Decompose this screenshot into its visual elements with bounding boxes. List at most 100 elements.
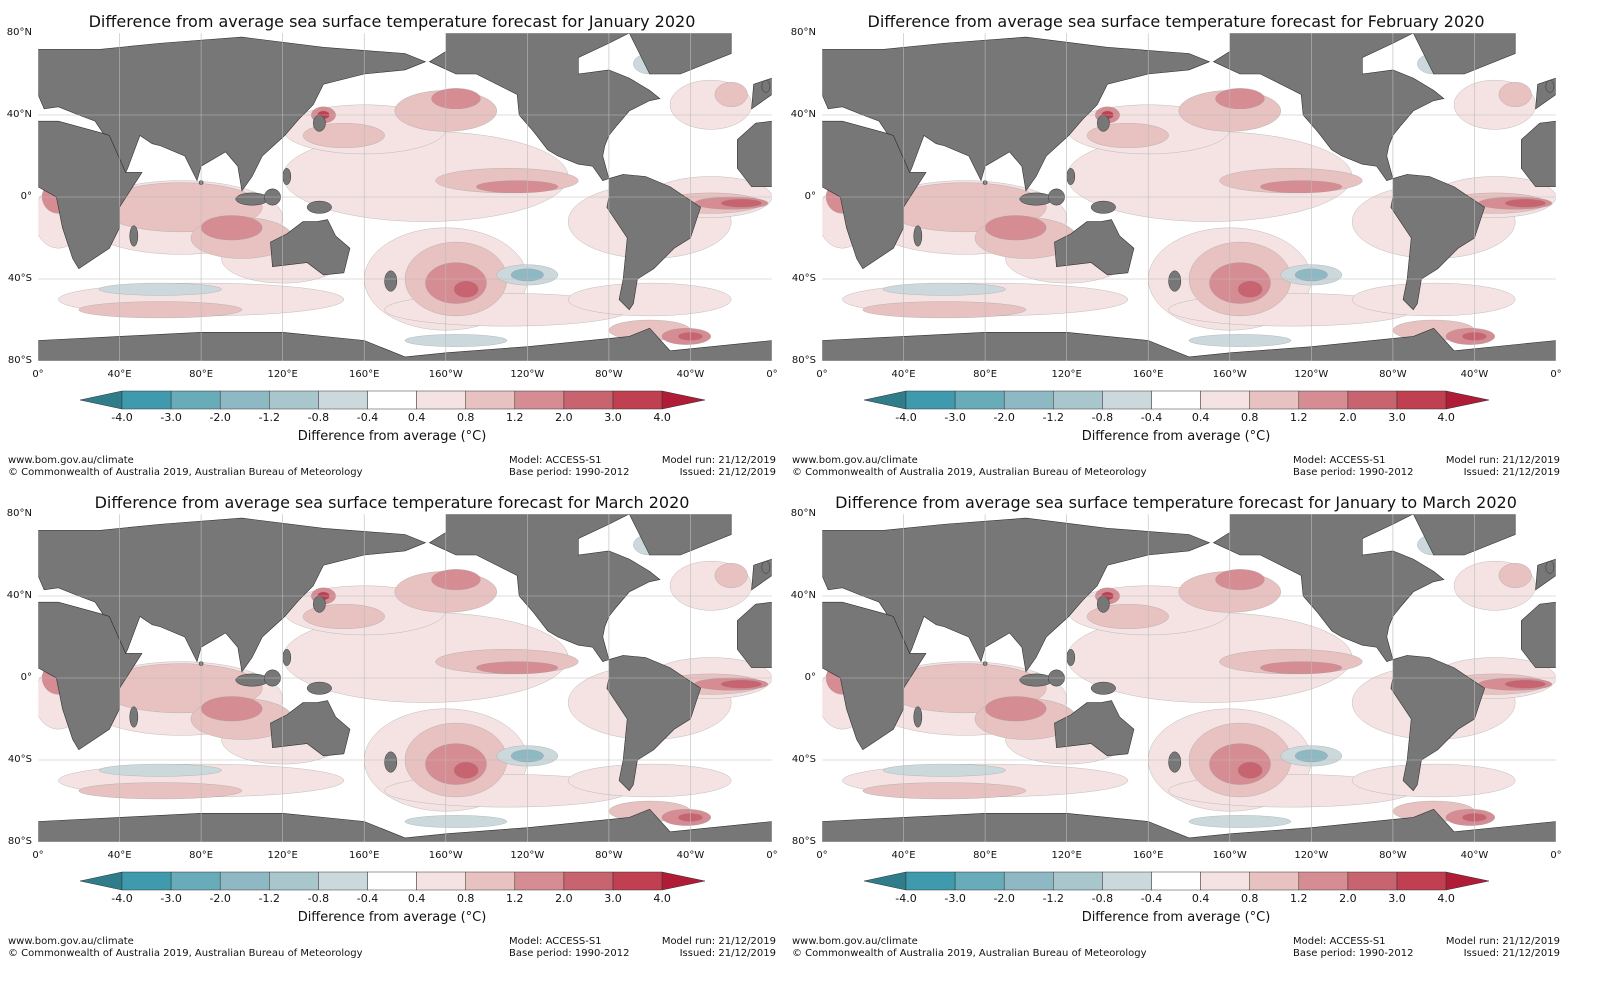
footer-model: Model: ACCESS-S1 — [509, 455, 602, 466]
lon-tick-label: 0° — [1550, 369, 1562, 380]
colorbar-swatch — [905, 871, 956, 891]
anomaly-contour — [1209, 743, 1271, 785]
anomaly-contour — [720, 198, 762, 208]
footer-url: www.bom.gov.au/climate — [792, 455, 918, 466]
island — [1097, 114, 1110, 132]
lon-tick-label: 160°W — [1212, 850, 1247, 861]
anomaly-contour — [453, 761, 479, 779]
colorbar-swatch — [954, 871, 1005, 891]
land-mass — [1054, 219, 1135, 276]
lon-tick-label: 40°E — [891, 850, 916, 861]
colorbar-tick-label: 0.8 — [456, 411, 475, 424]
colorbar-tick-label: 1.2 — [506, 892, 524, 905]
island — [1019, 673, 1053, 687]
island — [1168, 270, 1182, 292]
lat-tick-label: 0° — [20, 191, 32, 202]
footer-url: www.bom.gov.au/climate — [792, 936, 918, 947]
anomaly-contour — [714, 82, 748, 107]
lon-tick-label: 40°W — [1460, 850, 1489, 861]
colorbar-swatch — [269, 871, 319, 891]
island — [282, 168, 292, 185]
colorbar-tick-label: 0.4 — [1191, 892, 1210, 905]
footer-copyright: © Commonwealth of Australia 2019, Austra… — [792, 948, 1147, 959]
land-mass — [270, 700, 351, 757]
colorbar-tick-label: -0.4 — [356, 411, 379, 424]
colorbar-label: Difference from average (°C) — [297, 910, 487, 925]
island — [1545, 560, 1555, 574]
colorbar-swatch — [514, 871, 565, 891]
colorbar-swatch — [1003, 390, 1054, 410]
panel-title: Difference from average sea surface temp… — [88, 12, 696, 31]
colorbar-tick-label: -0.8 — [307, 411, 330, 424]
anomaly-contour — [78, 782, 243, 800]
colorbar-swatch — [1151, 390, 1201, 410]
colorbar-swatch — [1347, 390, 1398, 410]
lat-tick-label: 80°N — [790, 27, 816, 38]
anomaly-contour — [425, 262, 487, 304]
colorbar-tick-label: 0.4 — [407, 411, 426, 424]
colorbar-swatch — [219, 871, 270, 891]
colorbar-tick-label: -0.4 — [356, 892, 379, 905]
anomaly-contour — [1215, 88, 1265, 109]
anomaly-contour — [99, 763, 222, 777]
colorbar-tick-label: -1.2 — [1042, 892, 1065, 905]
colorbar-tick-label: -0.4 — [1140, 411, 1163, 424]
lat-tick-label: 80°S — [791, 836, 816, 847]
colorbar-tick-label: -1.2 — [258, 892, 281, 905]
island — [1168, 751, 1182, 773]
anomaly-contour — [1260, 180, 1343, 194]
footer-copyright: © Commonwealth of Australia 2019, Austra… — [8, 948, 363, 959]
colorbar-swatch — [954, 390, 1005, 410]
colorbar-swatch — [1003, 871, 1054, 891]
island — [384, 751, 398, 773]
anomaly-contour — [1215, 569, 1265, 590]
lon-tick-label: 160°W — [428, 850, 463, 861]
colorbar-under-arrow — [863, 390, 907, 410]
anomaly-contour — [1188, 334, 1292, 347]
colorbar-swatch — [219, 390, 270, 410]
colorbar-swatch — [905, 390, 956, 410]
colorbar-under-arrow — [79, 871, 123, 891]
lon-tick-label: 0° — [816, 850, 828, 861]
colorbar-swatch — [465, 390, 516, 410]
anomaly-contour — [453, 280, 479, 298]
panel-title: Difference from average sea surface temp… — [867, 12, 1485, 31]
footer-url: www.bom.gov.au/climate — [8, 455, 134, 466]
island — [1090, 681, 1116, 695]
colorbar-tick-label: 2.0 — [555, 892, 573, 905]
anomaly-contour — [476, 180, 559, 194]
anomaly-contour — [1504, 679, 1546, 689]
lat-tick-label: 0° — [20, 672, 32, 683]
island — [1545, 79, 1555, 93]
colorbar-tick-label: 4.0 — [1437, 892, 1455, 905]
lat-tick-label: 0° — [804, 191, 816, 202]
land-mass — [270, 219, 351, 276]
lat-tick-label: 40°N — [790, 109, 816, 120]
map-svg — [37, 32, 773, 410]
colorbar-swatch — [563, 390, 614, 410]
colorbar-swatch — [1396, 390, 1447, 410]
colorbar-swatch — [1249, 390, 1300, 410]
footer-base-period: Base period: 1990-2012 — [1293, 467, 1414, 478]
lon-tick-label: 0° — [816, 369, 828, 380]
lon-tick-label: 160°E — [349, 369, 380, 380]
colorbar-tick-label: 1.2 — [506, 411, 524, 424]
lon-tick-label: 40°W — [676, 850, 705, 861]
lon-tick-label: 120°W — [510, 369, 545, 380]
colorbar-swatch — [416, 390, 466, 410]
lon-tick-label: 0° — [766, 850, 778, 861]
anomaly-contour — [862, 782, 1027, 800]
footer-issued: Issued: 21/12/2019 — [679, 467, 776, 478]
anomaly-contour — [720, 679, 762, 689]
anomaly-contour — [425, 743, 487, 785]
anomaly-contour — [1260, 661, 1343, 675]
colorbar-swatch — [121, 871, 172, 891]
colorbar-tick-label: 4.0 — [653, 892, 671, 905]
forecast-panel: Difference from average sea surface temp… — [784, 0, 1568, 481]
lat-tick-label: 40°S — [791, 754, 816, 765]
island — [306, 681, 332, 695]
colorbar-over-arrow — [1445, 871, 1490, 891]
colorbar-swatch — [170, 871, 221, 891]
colorbar-over-arrow — [661, 871, 706, 891]
island — [1019, 192, 1053, 206]
